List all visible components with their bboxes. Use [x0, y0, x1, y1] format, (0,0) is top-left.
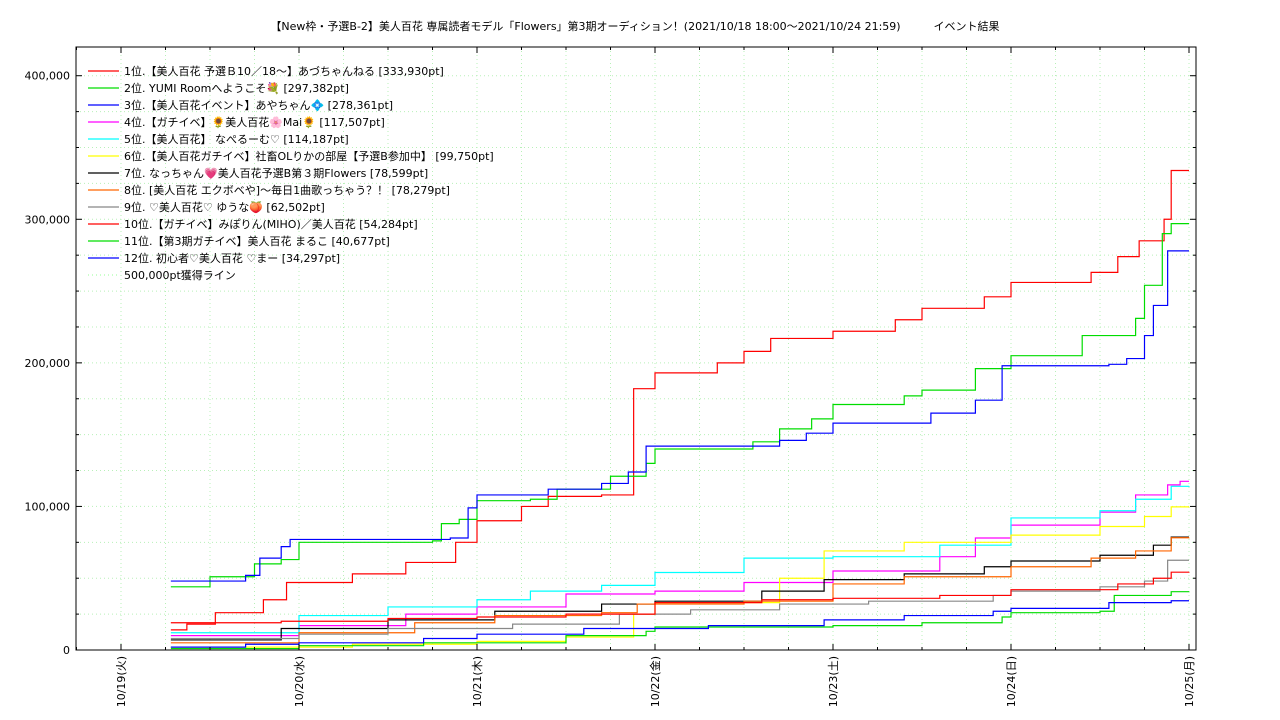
legend-label-7: 7位. なっちゃん💗美人百花予選B第３期Flowers [78,599pt] [124, 166, 428, 180]
legend-label-9: 9位. ♡美人百花♡ ゆうな🍑 [62,502pt] [124, 200, 325, 214]
legend-label-11: 11位.【第3期ガチイベ】美人百花 まるこ [40,677pt] [124, 234, 390, 248]
legend-label-2: 2位. YUMI Roomへようこそ💐 [297,382pt] [124, 81, 349, 95]
series-layer [170, 169, 1190, 650]
legend-label-3: 3位.【美人百花イベント】あやちゃん💠 [278,361pt] [124, 98, 393, 112]
x-tick-label: 10/23(土) [827, 656, 840, 707]
series-line-11 [170, 591, 1190, 650]
x-tick-label: 10/20(水) [293, 656, 306, 707]
series-line-12 [170, 600, 1189, 648]
legend: 1位.【美人百花 予選Ｂ10／18〜】あづちゃんねる [333,930pt] 2位… [88, 64, 494, 282]
series-line-2 [170, 222, 1189, 588]
x-tick-label: 10/22(金) [648, 656, 662, 707]
y-tick-label: 0 [63, 644, 70, 657]
series-line-5 [170, 485, 1190, 634]
legend-label-8: 8位. [美人百花 エクボベや]〜毎日1曲歌っちゃう？！ [78,279pt] [124, 183, 450, 197]
axes: 0 100,000 200,000 300,000 400,000 10/19(火) 10/… [25, 46, 1197, 707]
x-tick-label: 10/24(日) [1005, 656, 1018, 707]
legend-label-5: 5位.【美人百花】 なぺるーむ♡ [114,187pt] [124, 132, 349, 146]
legend-label-6: 6位.【美人百花ガチイベ】社畜OLりかの部屋【予選B参加中】 [99,750pt… [124, 149, 494, 163]
series-line-6 [170, 506, 1190, 648]
legend-label-10: 10位.【ガチイベ】みぽりん(MIHO)／美人百花 [54,284pt] [124, 217, 418, 231]
y-tick-label: 300,000 [25, 213, 71, 226]
series-line-3 [170, 250, 1189, 582]
legend-label-1: 1位.【美人百花 予選Ｂ10／18〜】あづちゃんねる [333,930pt] [124, 64, 444, 78]
legend-label-4: 4位.【ガチイベ】🌻美人百花🌸Mai🌻 [117,507pt] [124, 115, 385, 129]
plot-frame [75, 46, 1197, 651]
series-line-1 [170, 169, 1189, 631]
y-tick-label: 100,000 [25, 500, 71, 513]
y-tick-label: 400,000 [25, 70, 71, 83]
legend-label-12: 12位. 初心者♡美人百花 ♡まー [34,297pt] [124, 251, 340, 265]
x-tick-label: 10/25(月) [1183, 656, 1196, 707]
legend-label-13: 500,000pt獲得ライン [124, 269, 236, 282]
series-line-7 [170, 536, 1189, 641]
x-tick-label: 10/21(木) [471, 656, 484, 707]
series-line-8 [170, 537, 1190, 644]
y-tick-label: 200,000 [25, 357, 71, 370]
chart-title: 【New枠・予選B-2】美人百花 専属読者モデル「Flowers」第3期オーディ… [270, 19, 999, 33]
grid [76, 47, 1196, 650]
series-line-9 [170, 559, 1189, 640]
x-tick-label: 10/19(火) [115, 656, 128, 707]
series-line-10 [170, 571, 1190, 624]
series-line-4 [170, 480, 1189, 637]
